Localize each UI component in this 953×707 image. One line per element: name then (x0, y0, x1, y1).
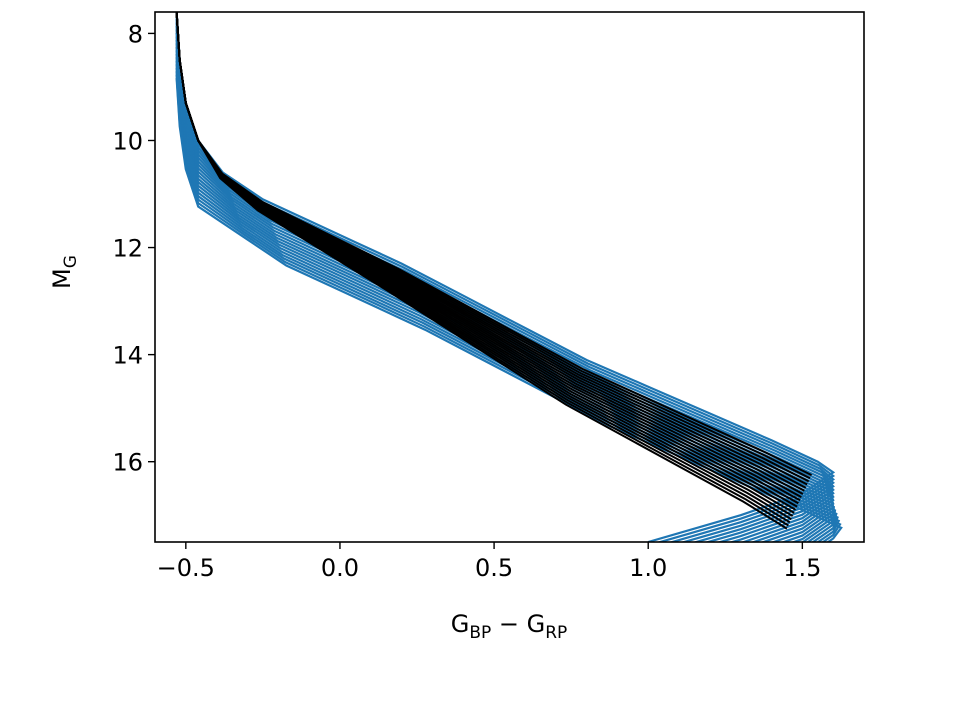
series-layer (175, 12, 843, 542)
x-tick-label: 1.0 (629, 554, 667, 582)
y-tick-label: 16 (112, 449, 143, 477)
x-tick-label: 0.0 (321, 554, 359, 582)
y-tick-label: 14 (112, 342, 143, 370)
x-axis-label: GBP − GRP (451, 610, 568, 643)
x-tick-label: 0.5 (475, 554, 513, 582)
plot-frame (154, 11, 865, 543)
y-tick-label: 8 (128, 20, 143, 48)
x-axis-ticks: −0.5 0.0 0.5 1.0 1.5 (157, 542, 821, 582)
cooling-track-line (175, 74, 842, 542)
y-axis-ticks: 8 10 12 14 16 (112, 20, 155, 477)
isochrone-line (175, 12, 788, 530)
y-tick-label: 12 (112, 235, 143, 263)
y-tick-label: 10 (112, 127, 143, 155)
cooling-track-line (175, 18, 836, 542)
cooling-track-line (175, 78, 843, 542)
y-axis-label: MG (48, 255, 81, 289)
x-tick-label: −0.5 (157, 554, 215, 582)
x-tick-label: 1.5 (783, 554, 821, 582)
